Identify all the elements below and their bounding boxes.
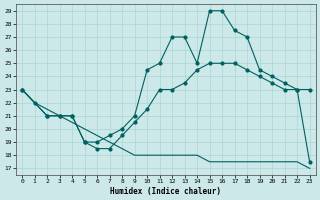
X-axis label: Humidex (Indice chaleur): Humidex (Indice chaleur) bbox=[110, 187, 221, 196]
